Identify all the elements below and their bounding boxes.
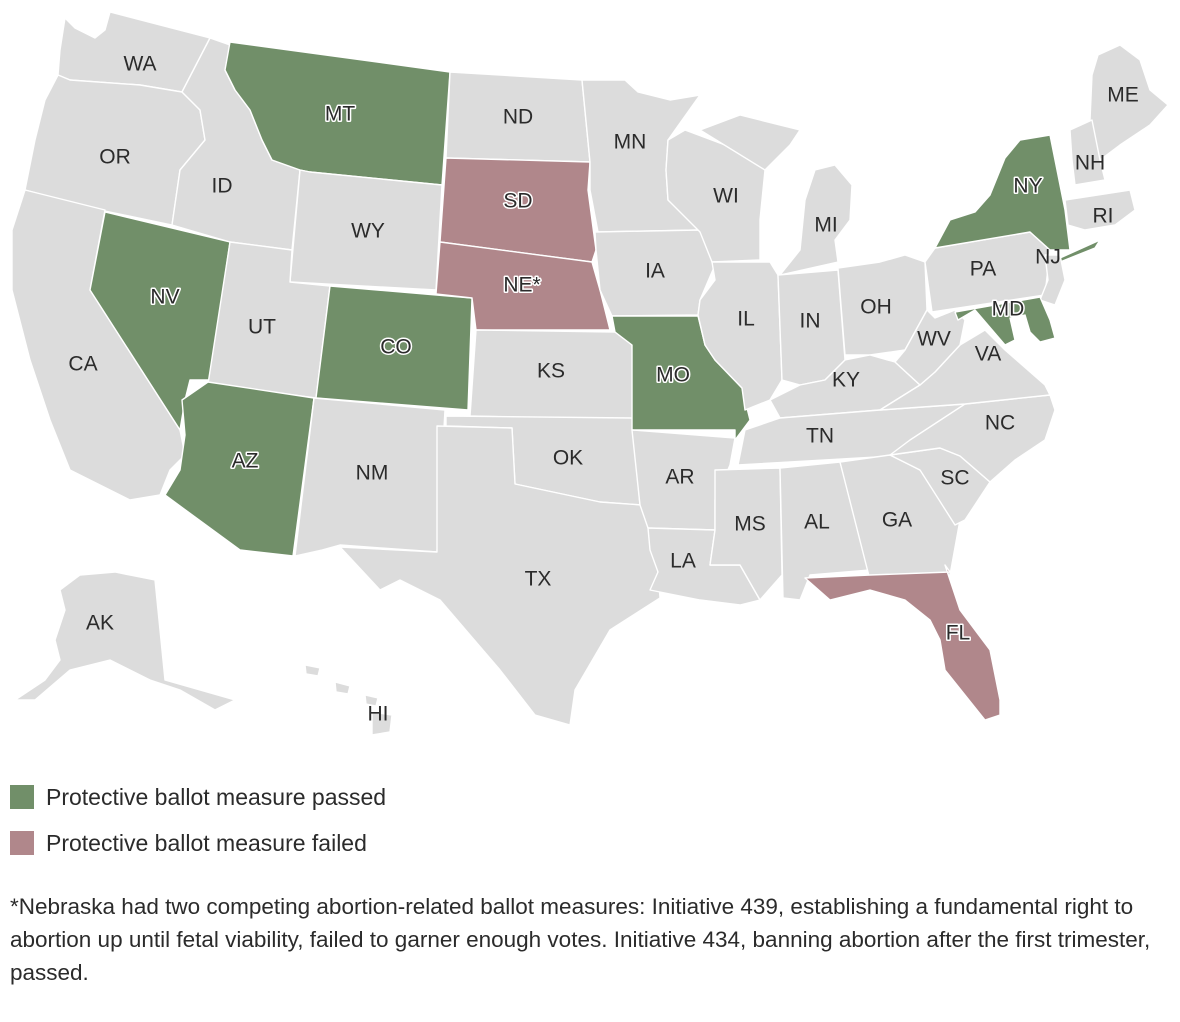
- legend-label-failed: Protective ballot measure failed: [46, 829, 367, 856]
- state-label-md: MD: [992, 298, 1025, 321]
- legend-item-passed: Protective ballot measure passed: [10, 774, 386, 820]
- state-nh: [1069, 119, 1106, 186]
- state-ak: [14, 571, 236, 711]
- legend: Protective ballot measure passed Protect…: [10, 774, 386, 866]
- state-label-co: CO: [380, 336, 412, 359]
- state-nj: [1039, 254, 1066, 306]
- state-label-wa: WA: [123, 53, 156, 76]
- state-tx: [339, 425, 661, 726]
- state-label-fl: FL: [946, 622, 971, 645]
- state-nm: [294, 397, 446, 557]
- state-label-sc: SC: [940, 467, 969, 490]
- state-md: [954, 296, 1056, 346]
- state-label-ny: NY: [1013, 175, 1042, 198]
- state-label-nc: NC: [985, 412, 1015, 435]
- state-label-tx: TX: [525, 568, 552, 591]
- state-wy: [289, 169, 443, 291]
- state-label-oh: OH: [860, 296, 892, 319]
- state-label-ak: AK: [86, 612, 114, 635]
- state-ne: [435, 241, 611, 331]
- state-label-hi: HI: [368, 703, 389, 726]
- state-label-il: IL: [737, 308, 755, 331]
- state-label-mo: MO: [656, 364, 690, 387]
- state-me: [1089, 44, 1169, 161]
- state-label-mt: MT: [325, 103, 355, 126]
- state-co: [315, 285, 473, 411]
- state-mi: [699, 114, 853, 276]
- state-label-nd: ND: [503, 106, 533, 129]
- state-label-wy: WY: [351, 220, 385, 243]
- state-label-ut: UT: [248, 316, 276, 339]
- state-label-pa: PA: [970, 258, 996, 281]
- state-label-ga: GA: [882, 509, 912, 532]
- state-wi: [665, 129, 766, 263]
- state-label-al: AL: [804, 511, 830, 534]
- state-label-wi: WI: [713, 185, 739, 208]
- state-label-me: ME: [1107, 84, 1139, 107]
- state-label-nm: NM: [356, 462, 389, 485]
- state-label-az: AZ: [232, 450, 259, 473]
- state-wv: [894, 309, 966, 386]
- state-fl: [804, 564, 1001, 721]
- state-label-or: OR: [99, 146, 131, 169]
- state-label-la: LA: [670, 550, 696, 573]
- state-label-tn: TN: [806, 425, 834, 448]
- state-label-va: VA: [975, 343, 1001, 366]
- state-hi: [304, 664, 393, 736]
- legend-label-passed: Protective ballot measure passed: [46, 783, 387, 810]
- state-label-nj: NJ: [1035, 246, 1061, 269]
- state-label-ky: KY: [832, 369, 860, 392]
- state-label-mn: MN: [614, 131, 647, 154]
- state-label-nv: NV: [150, 286, 179, 309]
- state-label-ne: NE*: [503, 274, 540, 297]
- state-mt: [224, 41, 451, 186]
- state-ri: [1064, 189, 1136, 231]
- us-map: WA OR CA ID NV MT WY UT AZ CO NM ND SD NE* KS OK TX MN IA M…: [11, 11, 1169, 736]
- state-label-ri: RI: [1093, 205, 1114, 228]
- state-label-in: IN: [800, 310, 821, 333]
- state-label-nh: NH: [1075, 152, 1105, 175]
- state-label-ms: MS: [734, 513, 766, 536]
- state-label-ca: CA: [68, 353, 97, 376]
- state-label-ks: KS: [537, 360, 565, 383]
- legend-item-failed: Protective ballot measure failed: [10, 820, 386, 866]
- state-label-ia: IA: [645, 260, 665, 283]
- state-label-ar: AR: [665, 466, 694, 489]
- footnote: *Nebraska had two competing abortion-rel…: [10, 894, 1151, 985]
- state-label-wv: WV: [917, 328, 951, 351]
- state-label-ok: OK: [553, 447, 583, 470]
- state-label-mi: MI: [814, 214, 837, 237]
- legend-swatch-failed: [10, 831, 34, 855]
- legend-swatch-passed: [10, 785, 34, 809]
- state-nc: [889, 394, 1056, 483]
- state-label-sd: SD: [503, 190, 532, 213]
- state-label-id: ID: [212, 175, 233, 198]
